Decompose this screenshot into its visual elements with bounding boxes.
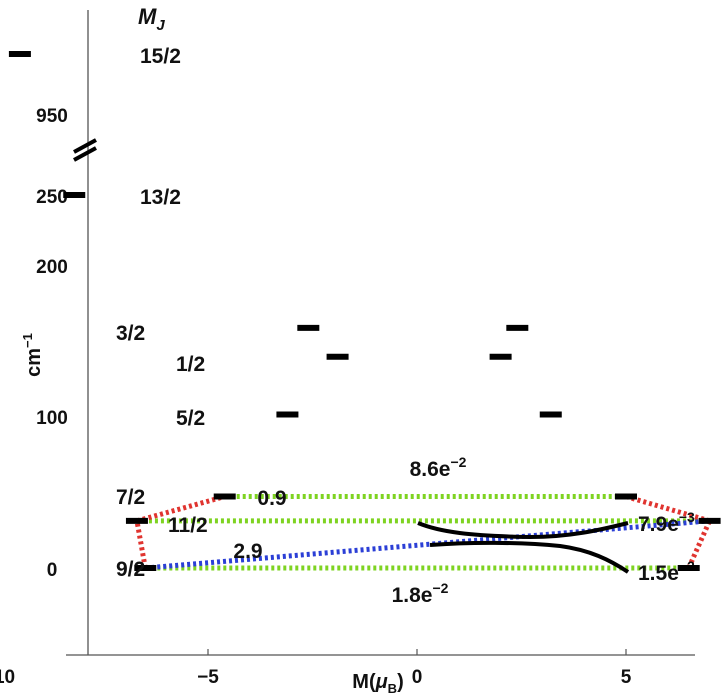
x-axis-label: M(μB) bbox=[352, 671, 403, 694]
transition-thermal bbox=[145, 518, 710, 571]
energy-levels bbox=[8, 51, 721, 571]
transition-orbach bbox=[134, 520, 148, 569]
y-tick-labels: 0 100 200 250 950 bbox=[36, 106, 68, 581]
transition-orbach bbox=[686, 519, 712, 570]
mj-label: 15/2 bbox=[140, 45, 181, 68]
curve-label: 7.9e−3 bbox=[638, 509, 695, 536]
transition-orbach bbox=[625, 494, 711, 524]
x-tick-label: −5 bbox=[197, 667, 219, 688]
y-tick-label: 950 bbox=[36, 106, 68, 127]
y-tick-label: 0 bbox=[47, 560, 58, 581]
y-tick-label: 200 bbox=[36, 257, 68, 278]
transition-labels: 8.6e−2 1.8e−2 0.9 2.9 bbox=[233, 454, 466, 607]
transition-label: 2.9 bbox=[233, 540, 262, 563]
x-tick-label: 0 bbox=[412, 667, 423, 688]
x-tick-label: 5 bbox=[621, 667, 632, 688]
mj-label: 1/2 bbox=[176, 353, 205, 376]
curve-upper bbox=[417, 521, 629, 540]
mj-label: 9/2 bbox=[116, 558, 145, 581]
mj-label: 11/2 bbox=[168, 514, 208, 537]
transition-label: 8.6e−2 bbox=[410, 454, 467, 481]
transition-label: 0.9 bbox=[257, 487, 286, 510]
mj-labels: 15/2 13/2 3/2 1/2 5/2 7/2 11/2 9/2 bbox=[116, 45, 208, 581]
mj-label: 5/2 bbox=[176, 407, 205, 430]
mj-label: 3/2 bbox=[116, 322, 145, 345]
x-tick-labels: −10−50510 bbox=[0, 649, 632, 688]
field-dependent-curves: 7.9e−3 1.5e−2 bbox=[417, 509, 695, 585]
curve-lower bbox=[429, 540, 630, 574]
y-tick-label: 100 bbox=[36, 408, 68, 429]
y-tick-label: 250 bbox=[36, 187, 68, 208]
transition-label: 1.8e−2 bbox=[392, 580, 449, 607]
y-axis-label: cm−1 bbox=[20, 333, 45, 377]
transition-paths bbox=[134, 494, 712, 571]
mj-header: MJ bbox=[138, 4, 165, 34]
y-axis-break bbox=[73, 138, 97, 162]
mj-label: 13/2 bbox=[140, 186, 181, 209]
x-tick-label: −10 bbox=[0, 667, 15, 688]
curve-label: 1.5e−2 bbox=[638, 558, 695, 585]
mj-label: 7/2 bbox=[116, 486, 145, 509]
